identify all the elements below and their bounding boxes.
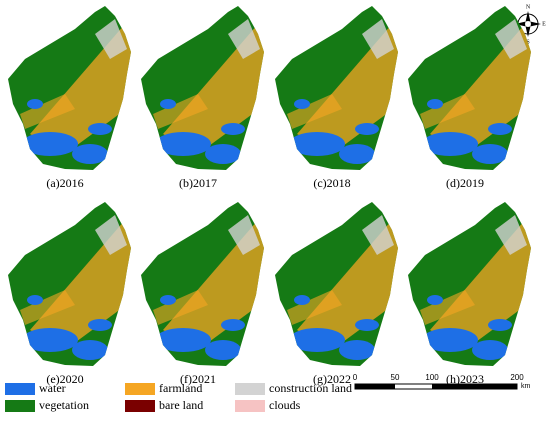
water-body (422, 328, 478, 352)
water-body (294, 99, 310, 109)
construction-patch (95, 19, 127, 59)
panel-label: (a)2016 (46, 176, 83, 190)
construction-patch (362, 19, 394, 59)
farmland-band (20, 290, 75, 325)
farmland-band (287, 94, 342, 129)
map-panel: (b)2017 (141, 6, 264, 190)
water-body (160, 295, 176, 305)
water-body (488, 319, 512, 331)
water-body (88, 319, 112, 331)
farmland-band (153, 94, 208, 129)
compass-s: S (526, 39, 529, 45)
legend-label: water (39, 381, 66, 395)
water-body (355, 319, 379, 331)
legend-label: construction land (269, 381, 352, 395)
water-body (355, 123, 379, 135)
legend-label: clouds (269, 398, 301, 412)
water-body (22, 328, 78, 352)
water-body (27, 295, 43, 305)
legend-label: bare land (159, 398, 203, 412)
farmland-band (287, 290, 342, 325)
water-body (427, 99, 443, 109)
construction-patch (228, 215, 260, 255)
map (8, 6, 131, 170)
water-body (160, 99, 176, 109)
legend-swatch (5, 400, 35, 412)
panel-label: (h)2023 (446, 372, 484, 386)
scale-label: 100 (425, 373, 439, 382)
panel-label: (c)2018 (313, 176, 350, 190)
legend-swatch (125, 400, 155, 412)
water-body (221, 123, 245, 135)
panel-label: (g)2022 (313, 372, 351, 386)
construction-patch (362, 215, 394, 255)
construction-patch (495, 19, 527, 59)
water-body (289, 132, 345, 156)
water-body (339, 144, 375, 164)
scale-bar (354, 383, 518, 390)
map (141, 202, 264, 366)
water-body (155, 328, 211, 352)
legend-swatch (125, 383, 155, 395)
map (408, 6, 531, 170)
legend-swatch (5, 383, 35, 395)
farmland-band (20, 94, 75, 129)
map-panel: (f)2021 (141, 202, 264, 386)
water-body (155, 132, 211, 156)
panel-label: (b)2017 (179, 176, 217, 190)
map (408, 202, 531, 366)
water-body (289, 328, 345, 352)
map (8, 202, 131, 366)
water-body (339, 340, 375, 360)
compass-e: E (542, 21, 546, 27)
water-body (72, 144, 108, 164)
map-panel: (c)2018 (275, 6, 398, 190)
water-body (488, 123, 512, 135)
panel-label: (e)2020 (46, 372, 83, 386)
farmland-band (153, 290, 208, 325)
construction-patch (495, 215, 527, 255)
water-body (72, 340, 108, 360)
water-body (221, 319, 245, 331)
map (275, 202, 398, 366)
map-panel: (g)2022 (275, 202, 398, 386)
construction-patch (95, 215, 127, 255)
panel-label: (f)2021 (180, 372, 216, 386)
map (141, 6, 264, 170)
scale-label: 0 (353, 373, 358, 382)
scale-unit: km (521, 383, 531, 390)
water-body (472, 340, 508, 360)
legend-swatch (235, 383, 265, 395)
compass-n: N (526, 4, 531, 10)
water-body (22, 132, 78, 156)
water-body (422, 132, 478, 156)
map-panel: (e)2020 (8, 202, 131, 386)
farmland-band (420, 94, 475, 129)
water-body (472, 144, 508, 164)
legend-label: vegetation (39, 398, 89, 412)
map-panel: (h)2023 (408, 202, 531, 386)
water-body (427, 295, 443, 305)
water-body (205, 340, 241, 360)
construction-patch (228, 19, 260, 59)
legend-swatch (235, 400, 265, 412)
scale-label: 200 (510, 373, 524, 382)
panel-label: (d)2019 (446, 176, 484, 190)
map-panel: (a)2016 (8, 6, 131, 190)
farmland-band (420, 290, 475, 325)
map (275, 6, 398, 170)
legend-label: farmland (159, 381, 202, 395)
scale-label: 50 (391, 373, 400, 382)
map-panel: (d)2019 (408, 6, 531, 190)
water-body (27, 99, 43, 109)
water-body (88, 123, 112, 135)
water-body (205, 144, 241, 164)
water-body (294, 295, 310, 305)
